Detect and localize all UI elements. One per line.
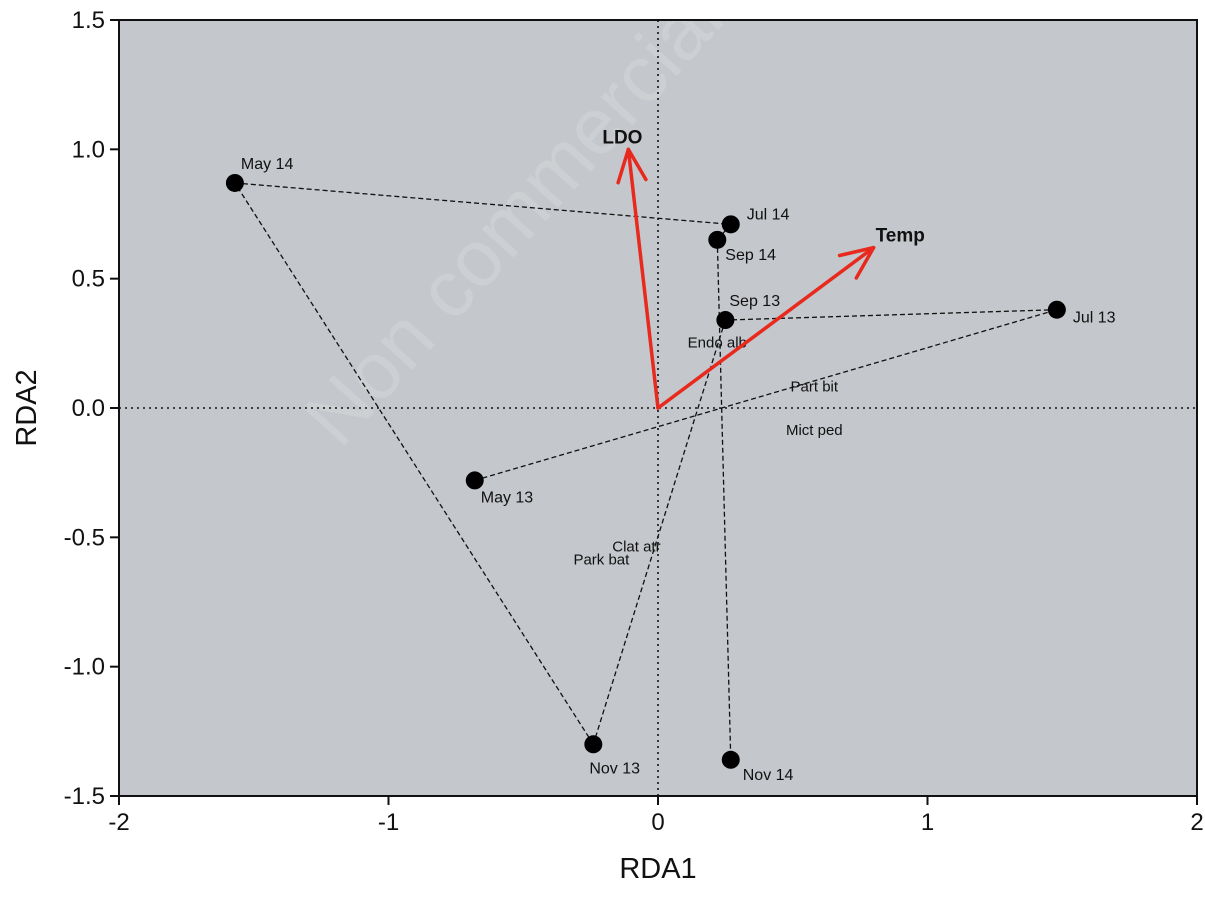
species-label: Park bat xyxy=(573,552,630,569)
site-label: Sep 14 xyxy=(725,247,776,264)
site-point xyxy=(721,750,740,769)
site-label: Jul 13 xyxy=(1073,310,1116,327)
x-tick-label: 2 xyxy=(1190,809,1203,836)
x-tick-label: 0 xyxy=(651,809,664,836)
x-tick-label: 1 xyxy=(921,809,934,836)
trajectory-segment xyxy=(592,319,726,745)
y-axis-title: RDA2 xyxy=(11,369,43,446)
site-point xyxy=(465,471,484,490)
vector-arrow-head xyxy=(616,147,648,185)
site-label: Jul 14 xyxy=(747,206,790,223)
site-label: Sep 13 xyxy=(729,293,780,310)
y-tick-label: 0.5 xyxy=(72,266,105,293)
vector-label: LDO xyxy=(602,127,642,148)
site-point xyxy=(716,311,735,330)
trajectory-segment xyxy=(716,239,732,760)
site-point xyxy=(584,735,603,754)
x-axis-title: RDA1 xyxy=(619,853,696,885)
site-label: May 14 xyxy=(241,156,294,173)
species-label: Part bit xyxy=(791,378,839,395)
site-point xyxy=(1047,300,1066,319)
y-tick-label: -0.5 xyxy=(64,524,105,551)
x-tick-label: -1 xyxy=(378,809,399,836)
species-label: Clat atr xyxy=(612,539,660,556)
species-label: Endo alb xyxy=(688,334,747,351)
trajectory-segment xyxy=(234,182,594,745)
site-point xyxy=(225,173,244,192)
site-label: May 13 xyxy=(481,489,534,506)
site-label: Nov 14 xyxy=(743,767,794,784)
environment-vectors: LDO Temp xyxy=(602,127,925,410)
site-point xyxy=(721,215,740,234)
site-point xyxy=(708,230,727,249)
y-tick-label: -1.5 xyxy=(64,783,105,810)
trajectory-segment xyxy=(474,309,1058,482)
vector-label: Temp xyxy=(876,226,925,247)
y-tick-label: 1.0 xyxy=(72,136,105,163)
y-tick-label: 1.5 xyxy=(72,7,105,34)
y-tick-label: 0.0 xyxy=(72,395,105,422)
vector-arrow-shaft xyxy=(656,245,876,410)
vector-arrow-shaft xyxy=(626,147,660,410)
trajectory-segment xyxy=(234,182,731,225)
vector-arrow-head xyxy=(837,245,876,280)
site-label: Nov 13 xyxy=(589,760,640,777)
axes: -2 -1 0 1 2 -1.5 -1.0 -0.5 0.0 0.5 1.0 1.5 xyxy=(64,7,1204,836)
species-label: Mict ped xyxy=(786,422,843,439)
site-points: May 13 Jul 13 Sep 13 Nov 13 May 14 Jul 14 Sep … xyxy=(225,156,1116,784)
x-tick-label: -2 xyxy=(108,809,129,836)
y-tick-label: -1.0 xyxy=(64,654,105,681)
